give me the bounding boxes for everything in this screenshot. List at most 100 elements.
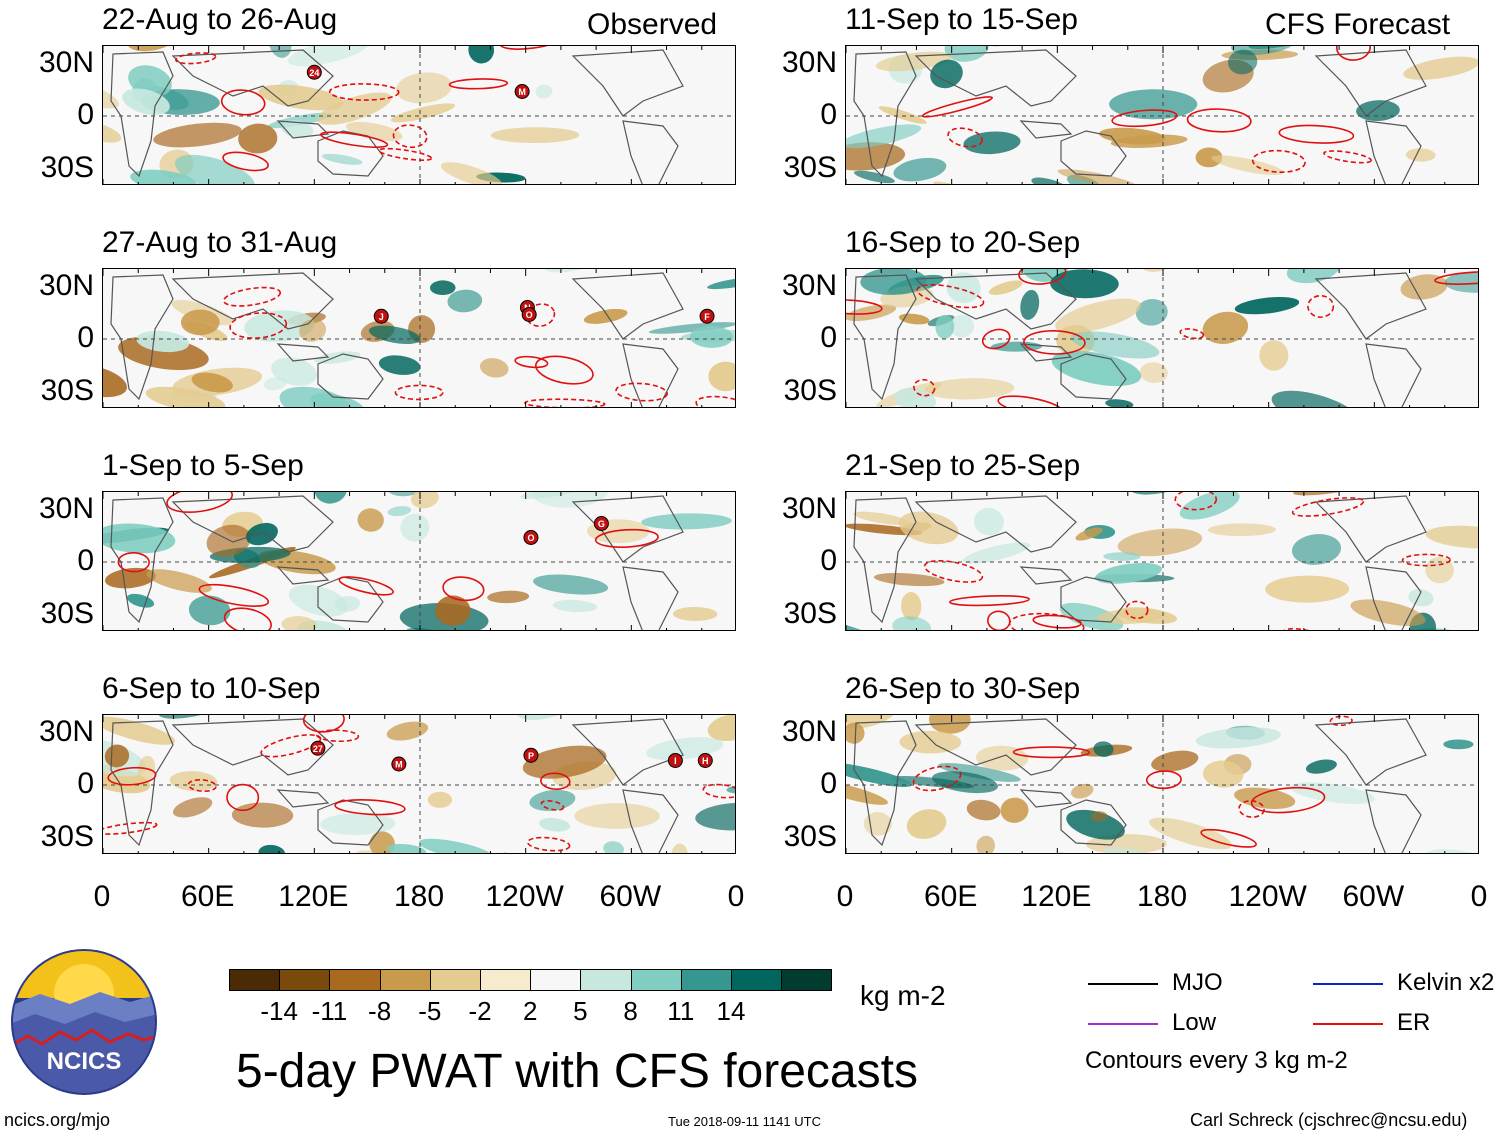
svg-text:24: 24	[309, 68, 319, 78]
er-contour	[1032, 614, 1082, 629]
coastline	[853, 720, 917, 847]
coastline	[1060, 130, 1127, 177]
pwat-anomaly	[1179, 492, 1240, 520]
er-contour	[615, 382, 668, 402]
er-contour	[222, 151, 269, 172]
pwat-anomaly	[894, 387, 936, 407]
pwat-anomaly	[863, 812, 892, 836]
coastline	[1060, 799, 1127, 846]
er-contour	[448, 78, 509, 90]
pwat-anomaly	[973, 508, 1004, 536]
forecast-header: CFS Forecast	[1265, 8, 1451, 41]
er-contour	[1111, 109, 1178, 128]
coastline	[914, 49, 1077, 107]
pwat-anomaly	[103, 523, 176, 554]
pwat-anomaly	[479, 358, 509, 378]
footer-timestamp: Tue 2018-09-11 1141 UTC	[668, 1114, 821, 1129]
colorbar-segment	[580, 969, 632, 991]
coastline	[1314, 272, 1427, 340]
pwat-anomaly	[104, 567, 156, 589]
pwat-anomaly	[320, 812, 396, 835]
coastline	[1314, 495, 1427, 563]
pwat-anomaly	[689, 325, 734, 348]
colorbar-units: kg m-2	[860, 980, 946, 1011]
pwat-anomaly	[641, 513, 732, 530]
map-svg-obs-4: 27 M P I H	[103, 715, 735, 853]
storm-marker: 24	[306, 64, 322, 80]
pwat-anomaly	[520, 492, 582, 499]
pwat-anomaly	[395, 72, 452, 104]
coastline	[276, 566, 330, 585]
er-contour	[1145, 770, 1182, 790]
coastline	[1365, 343, 1422, 407]
er-contour	[1023, 329, 1086, 355]
coastline	[110, 274, 174, 401]
svg-text:H: H	[702, 756, 709, 766]
er-contour	[1174, 492, 1218, 511]
pwat-anomaly	[103, 81, 119, 109]
map-svg-obs-1: 24 M	[103, 46, 735, 184]
colorbar-tick-label: 14	[716, 996, 746, 1026]
pwat-anomaly	[245, 522, 278, 546]
map-svg-obs-3: OG	[103, 492, 735, 630]
pwat-anomaly	[136, 330, 190, 353]
ncics-logo-graphic	[11, 949, 157, 1095]
er-contour	[334, 799, 406, 816]
pwat-anomaly	[522, 745, 607, 779]
pwat-anomaly	[906, 809, 947, 839]
pwat-anomaly	[126, 46, 182, 52]
pwat-anomaly	[574, 803, 660, 829]
coastline	[1019, 566, 1073, 585]
er-contour	[1250, 786, 1326, 814]
er-contour	[524, 398, 606, 407]
legend-label: Kelvin x2	[1397, 969, 1495, 996]
er-contour	[338, 576, 394, 596]
coastline	[571, 495, 684, 563]
coastline	[1060, 576, 1127, 623]
er-contour	[328, 83, 400, 101]
coastline	[571, 718, 684, 786]
footer-url[interactable]: ncics.org/mjo	[4, 1110, 111, 1130]
pwat-anomaly	[103, 716, 176, 745]
pwat-anomaly	[529, 789, 576, 811]
lat-label: 30N	[38, 45, 94, 79]
storm-marker: M	[391, 756, 407, 772]
lat-label: 0	[77, 767, 94, 800]
colorbar-segment	[781, 969, 833, 991]
panel-title-obs-2: 27-Aug to 31-Aug	[102, 226, 338, 259]
pwat-anomaly	[893, 157, 947, 182]
lon-label: 120E	[1021, 880, 1092, 913]
pwat-anomaly	[103, 121, 122, 143]
footer-credit: Carl Schreck (cjschrec@ncsu.edu)	[1190, 1110, 1468, 1130]
pwat-anomaly	[281, 616, 317, 630]
er-contour	[702, 783, 735, 799]
er-contour	[175, 52, 217, 65]
pwat-anomaly	[1093, 741, 1114, 757]
legend-line-er	[1313, 1023, 1383, 1025]
pwat-anomaly	[145, 386, 226, 407]
lat-label: 30N	[781, 45, 837, 79]
storm-marker: 27	[310, 740, 326, 756]
er-contour	[302, 715, 345, 733]
pwat-anomaly	[671, 843, 688, 853]
colorbar-tick-label: -8	[368, 996, 392, 1026]
map-panel-obs-2: JNOF	[102, 268, 736, 408]
lat-label: 0	[77, 544, 94, 577]
pwat-anomaly	[1211, 155, 1284, 176]
storm-marker: M	[514, 84, 530, 99]
pwat-anomaly	[963, 131, 1021, 155]
coastline	[171, 495, 334, 553]
map-svg-fcst-4	[846, 715, 1478, 853]
pwat-anomaly	[898, 511, 959, 545]
pwat-anomaly	[898, 313, 930, 325]
er-contour	[320, 131, 389, 149]
pwat-anomaly	[672, 606, 718, 621]
pwat-anomaly	[552, 599, 598, 613]
colorbar-tick-label: 8	[623, 996, 638, 1026]
er-contour	[514, 355, 549, 369]
er-contour	[107, 766, 157, 786]
pwat-anomaly	[1195, 147, 1223, 168]
lat-label: 0	[820, 767, 837, 800]
panel-title-obs-4: 6-Sep to 10-Sep	[102, 672, 321, 705]
er-contour	[1323, 150, 1372, 164]
